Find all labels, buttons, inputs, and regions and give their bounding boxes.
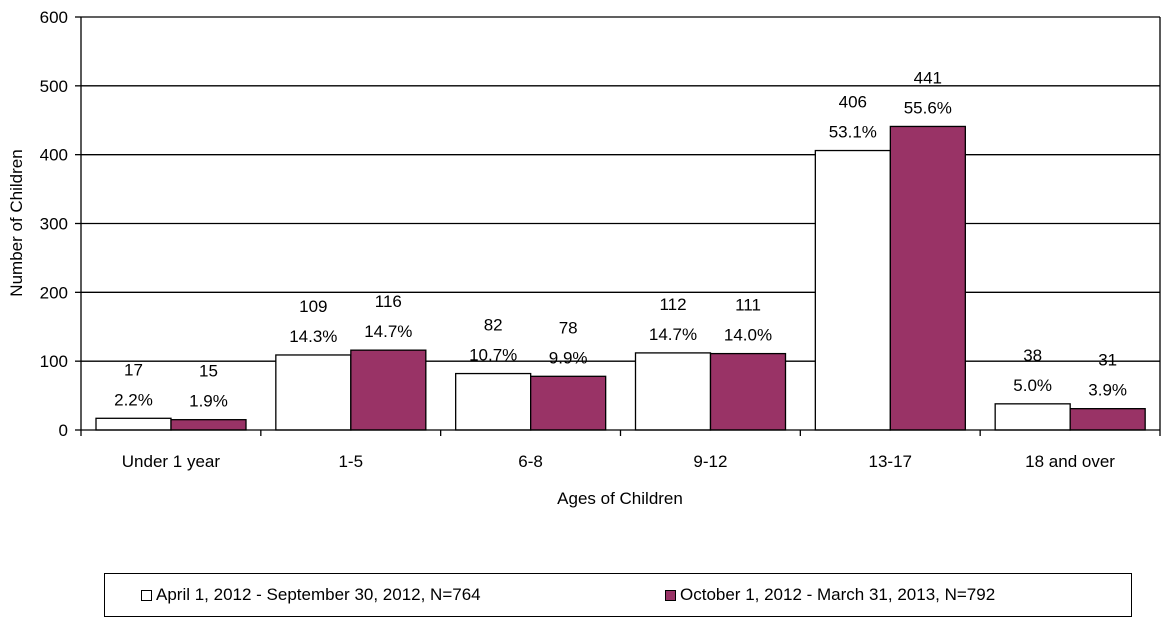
value-label: 31 (1098, 351, 1117, 370)
y-tick-label: 0 (59, 421, 68, 440)
percent-label: 5.0% (1013, 376, 1052, 395)
value-label: 116 (375, 292, 402, 311)
bar-series-2 (889, 125, 966, 431)
legend-label-series-1: April 1, 2012 - September 30, 2012, N=76… (156, 585, 481, 604)
percent-label: 14.7% (649, 325, 697, 344)
legend-swatch-series-1 (141, 589, 152, 601)
y-tick-label: 100 (40, 352, 68, 371)
bar-series-2 (1069, 408, 1146, 431)
bar-series-2 (350, 349, 427, 431)
legend-swatch-series-2 (665, 589, 676, 601)
x-tick-label: 18 and over (1025, 452, 1115, 471)
x-tick-label: 1-5 (338, 452, 363, 471)
bar-series-1 (634, 352, 712, 431)
x-tick-label: Under 1 year (122, 452, 221, 471)
y-tick-label: 400 (40, 146, 68, 165)
legend-label-series-2: October 1, 2012 - March 31, 2013, N=792 (680, 585, 996, 604)
percent-label: 9.9% (549, 348, 588, 367)
x-axis-title: Ages of Children (557, 489, 683, 508)
value-label: 111 (735, 296, 761, 315)
bar-chart: 17 2.2% 15 1.9% 109 14.3% 116 14.7% 82 10.7% 78 9.9… (7, 8, 1161, 508)
legend: April 1, 2012 - September 30, 2012, N=76… (104, 573, 1132, 617)
x-tick-label: 13-17 (869, 452, 912, 471)
value-label: 78 (559, 318, 578, 337)
bar-series-2 (709, 352, 787, 431)
percent-label: 53.1% (829, 123, 877, 142)
bar-series-1 (994, 403, 1071, 431)
legend-item-series-2: October 1, 2012 - March 31, 2013, N=792 (665, 585, 995, 605)
value-label: 15 (199, 362, 218, 381)
percent-label: 10.7% (469, 346, 517, 365)
bar-series-1 (814, 149, 891, 431)
data-labels: 17 2.2% 15 1.9% 109 14.3% 116 14.7% 82 10.7% 78 9.9… (114, 68, 1127, 410)
value-label: 406 (839, 93, 867, 112)
y-tick-label: 600 (40, 8, 68, 27)
y-tick-label: 200 (40, 283, 68, 302)
percent-label: 55.6% (904, 98, 952, 117)
percent-label: 14.7% (364, 322, 412, 341)
x-tick-label: 9-12 (693, 452, 727, 471)
x-tick-label: 6-8 (518, 452, 543, 471)
percent-label: 1.9% (189, 392, 228, 411)
percent-label: 14.0% (724, 326, 772, 345)
bar-series-2 (530, 375, 607, 431)
bar-series-1 (455, 372, 532, 431)
y-axis-title: Number of Children (7, 149, 26, 296)
value-label: 441 (914, 68, 942, 87)
value-label: 82 (484, 316, 503, 335)
axes: 0 100 200 300 400 500 600 Under 1 year 1-5 6-8 9-1… (40, 8, 1161, 471)
percent-label: 3.9% (1088, 381, 1127, 400)
gridlines (81, 16, 1160, 362)
y-tick-label: 300 (40, 215, 68, 234)
percent-label: 2.2% (114, 390, 153, 409)
percent-label: 14.3% (289, 327, 337, 346)
legend-item-series-1: April 1, 2012 - September 30, 2012, N=76… (141, 585, 481, 605)
value-label: 112 (659, 295, 686, 314)
bar-series-1 (95, 417, 172, 431)
value-label: 17 (124, 360, 143, 379)
value-label: 109 (299, 297, 327, 316)
bar-series-1 (275, 354, 352, 431)
value-label: 38 (1023, 346, 1042, 365)
y-tick-label: 500 (40, 77, 68, 96)
bar-series-2 (170, 419, 247, 431)
bars (95, 125, 1146, 431)
